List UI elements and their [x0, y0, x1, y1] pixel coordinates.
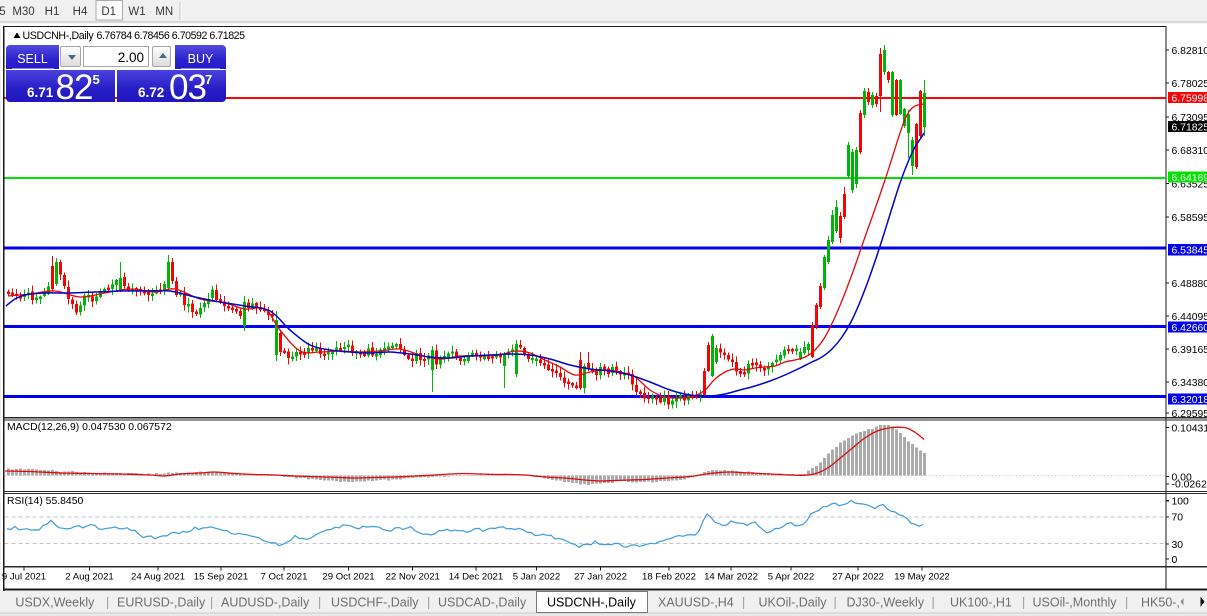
- svg-text:6.71825: 6.71825: [1172, 122, 1207, 133]
- svg-text:|: |: [106, 596, 109, 610]
- svg-text:100: 100: [1172, 497, 1190, 508]
- svg-text:6.39165: 6.39165: [1172, 345, 1207, 356]
- svg-text:2 Aug 2021: 2 Aug 2021: [65, 572, 114, 583]
- svg-text:30: 30: [1172, 540, 1184, 551]
- svg-text:6.32018: 6.32018: [1172, 395, 1207, 406]
- svg-text:5 Jan 2022: 5 Jan 2022: [513, 572, 560, 583]
- svg-text:9 Jul 2021: 9 Jul 2021: [2, 572, 46, 583]
- svg-text:6.73095: 6.73095: [1172, 113, 1207, 124]
- svg-text:MN: MN: [155, 6, 173, 18]
- svg-text:|: |: [427, 596, 430, 610]
- svg-text:70: 70: [1172, 513, 1184, 524]
- svg-text:22 Nov 2021: 22 Nov 2021: [385, 572, 439, 583]
- svg-text:H1: H1: [45, 6, 60, 18]
- svg-text:RSI(14) 55.8450: RSI(14) 55.8450: [7, 496, 83, 507]
- svg-text:USOil-,Monthly: USOil-,Monthly: [1033, 596, 1118, 610]
- svg-text:|: |: [1125, 596, 1128, 610]
- svg-text:0.00: 0.00: [1172, 472, 1192, 483]
- svg-text:EURUSD-,Daily: EURUSD-,Daily: [117, 596, 206, 610]
- svg-text:6.64169: 6.64169: [1172, 173, 1207, 184]
- svg-text:W1: W1: [128, 6, 145, 18]
- svg-text:USDX,Weekly: USDX,Weekly: [15, 596, 95, 610]
- svg-text:5: 5: [0, 6, 6, 18]
- svg-text:UK100-,H1: UK100-,H1: [950, 596, 1012, 610]
- svg-text:-0.026249: -0.026249: [1172, 480, 1207, 491]
- svg-text:6.63525: 6.63525: [1172, 179, 1207, 190]
- svg-text:27 Jan 2022: 27 Jan 2022: [574, 572, 627, 583]
- svg-text:|: |: [834, 596, 837, 610]
- svg-text:6.58595: 6.58595: [1172, 213, 1207, 224]
- svg-text:6.44095: 6.44095: [1172, 312, 1207, 323]
- svg-text:6.76784 6.78456 6.70592 6.7182: 6.76784 6.78456 6.70592 6.71825: [97, 30, 246, 42]
- svg-text:UKOil-,Daily: UKOil-,Daily: [759, 596, 828, 610]
- svg-text:DJ30-,Weekly: DJ30-,Weekly: [847, 596, 925, 610]
- svg-text:USDCNH-,Daily: USDCNH-,Daily: [547, 596, 637, 610]
- svg-text:MACD(12,26,9) 0.047530 0.06757: MACD(12,26,9) 0.047530 0.067572: [7, 422, 172, 433]
- svg-text:27 Apr 2022: 27 Apr 2022: [832, 572, 884, 583]
- svg-text:18 Feb 2022: 18 Feb 2022: [642, 572, 696, 583]
- svg-text:14 Mar 2022: 14 Mar 2022: [704, 572, 758, 583]
- svg-text:29 Oct 2021: 29 Oct 2021: [322, 572, 374, 583]
- svg-text:6.68310: 6.68310: [1172, 146, 1207, 157]
- svg-text:|: |: [742, 596, 745, 610]
- svg-text:M30: M30: [12, 6, 34, 18]
- svg-text:|: |: [210, 596, 213, 610]
- svg-text:AUDUSD-,Daily: AUDUSD-,Daily: [221, 596, 310, 610]
- svg-text:6.29595: 6.29595: [1172, 409, 1207, 420]
- svg-text:15 Sep 2021: 15 Sep 2021: [194, 572, 248, 583]
- svg-text:6.53845: 6.53845: [1172, 246, 1207, 257]
- svg-text:6.75998: 6.75998: [1172, 93, 1207, 104]
- svg-text:D1: D1: [101, 6, 116, 18]
- svg-text:19 May 2022: 19 May 2022: [894, 572, 949, 583]
- svg-text:6.48880: 6.48880: [1172, 279, 1207, 290]
- svg-text:USDCHF-,Daily: USDCHF-,Daily: [331, 596, 419, 610]
- svg-text:|: |: [1022, 596, 1025, 610]
- svg-text:|: |: [932, 596, 935, 610]
- svg-text:H4: H4: [73, 6, 88, 18]
- svg-text:6.82810: 6.82810: [1172, 46, 1207, 57]
- svg-text:6.78025: 6.78025: [1172, 79, 1207, 90]
- svg-text:0.104313: 0.104313: [1172, 423, 1207, 434]
- svg-text:6.42660: 6.42660: [1172, 323, 1207, 334]
- svg-text:7 Oct 2021: 7 Oct 2021: [261, 572, 308, 583]
- svg-text:HK50-,: HK50-,: [1141, 596, 1180, 610]
- svg-text:|: |: [318, 596, 321, 610]
- svg-text:6.34380: 6.34380: [1172, 378, 1207, 389]
- svg-text:14 Dec 2021: 14 Dec 2021: [449, 572, 503, 583]
- svg-text:24 Aug 2021: 24 Aug 2021: [131, 572, 185, 583]
- svg-text:XAUUSD-,H4: XAUUSD-,H4: [658, 596, 734, 610]
- svg-text:USDCAD-,Daily: USDCAD-,Daily: [438, 596, 527, 610]
- svg-text:0: 0: [1172, 555, 1178, 566]
- svg-text:5 Apr 2022: 5 Apr 2022: [768, 572, 814, 583]
- svg-text:USDCNH-,Daily: USDCNH-,Daily: [23, 30, 95, 42]
